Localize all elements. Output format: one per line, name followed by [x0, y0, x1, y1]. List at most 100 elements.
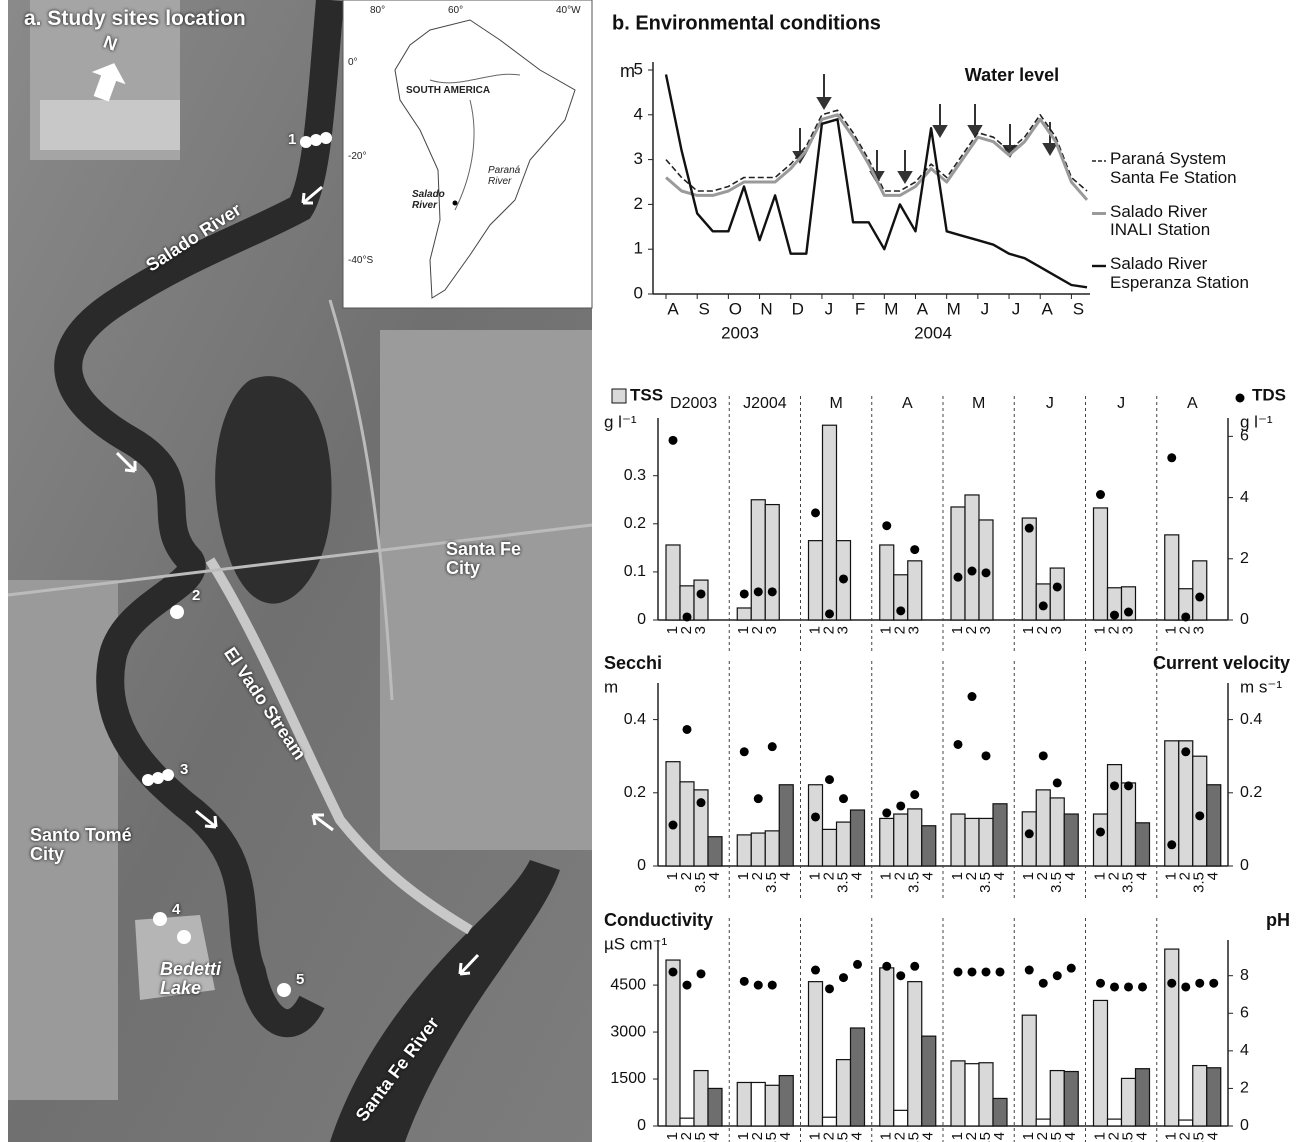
- bar: [1049, 567, 1065, 621]
- bar: [1120, 586, 1137, 621]
- x-tick-label: 4: [1133, 872, 1150, 880]
- road: [7, 523, 593, 597]
- inset-frame: [342, 0, 593, 309]
- dot: [739, 976, 749, 986]
- x-tick-label: J: [825, 299, 834, 318]
- x-tick-label: 2: [963, 872, 980, 880]
- bar: [665, 761, 681, 867]
- x-tick-label: 1: [1163, 626, 1180, 634]
- dot: [668, 967, 678, 977]
- bar: [764, 503, 780, 621]
- bar: [1092, 507, 1109, 621]
- x-tick-label: S: [1073, 299, 1084, 318]
- inset-tick: -20°: [348, 151, 367, 162]
- x-tick-label: 2: [1177, 872, 1194, 880]
- x-tick-label: 3.5: [1191, 1132, 1208, 1142]
- dot: [1167, 453, 1177, 463]
- lake-label: Bedetti Lake: [160, 959, 222, 998]
- dot: [811, 508, 820, 518]
- bar: [707, 1087, 723, 1127]
- dot: [1195, 592, 1205, 602]
- x-tick-label: 3: [977, 626, 994, 634]
- y-tick-label: 5: [634, 59, 643, 78]
- map: [7, 0, 593, 1142]
- bar: [879, 544, 895, 621]
- x-tick-label: 2: [749, 872, 766, 880]
- bar: [950, 813, 966, 867]
- x-tick-label: 1: [664, 1132, 681, 1140]
- dot: [668, 435, 678, 445]
- dot: [953, 572, 963, 582]
- bar: [707, 836, 723, 867]
- bar: [893, 813, 909, 867]
- bar: [879, 817, 895, 867]
- bar: [1178, 1119, 1194, 1127]
- dot: [682, 612, 692, 622]
- city-label: Santo Tomé City: [30, 825, 132, 864]
- dot: [1038, 751, 1048, 761]
- x-tick-label: D: [792, 299, 804, 318]
- bar: [750, 832, 766, 867]
- dot: [753, 587, 763, 597]
- x-tick-label: M: [884, 299, 898, 318]
- city-label: Santa Fe City: [446, 539, 522, 578]
- y2-tick-label: 6: [1240, 1004, 1249, 1021]
- group-label: M: [972, 395, 985, 412]
- x-tick-label: A: [667, 299, 679, 318]
- x-tick-label: 3: [906, 626, 923, 634]
- y2-axis-label: m s⁻¹: [1240, 677, 1282, 696]
- x-tick-label: 2: [963, 1132, 980, 1140]
- dot: [1124, 781, 1133, 791]
- x-tick-label: 1: [1091, 626, 1108, 634]
- site-label: 5: [296, 971, 305, 988]
- dot: [1181, 612, 1191, 622]
- bar: [1134, 1068, 1151, 1127]
- bar: [849, 809, 866, 867]
- x-tick-label: 3: [834, 626, 851, 634]
- y-tick-label: 0: [637, 857, 646, 874]
- dot: [1138, 982, 1147, 992]
- x-tick-label: 2: [1105, 1132, 1122, 1140]
- bar: [835, 821, 852, 867]
- x-tick-label: M: [947, 299, 961, 318]
- bar: [1164, 948, 1180, 1127]
- dot: [953, 739, 963, 749]
- bar: [978, 1062, 994, 1127]
- x-tick-label: 1: [735, 626, 752, 634]
- x-tick-label: 3.5: [1048, 1132, 1065, 1142]
- x-tick-label: 2: [892, 1132, 909, 1140]
- x-tick-label: 3.5: [763, 1132, 780, 1142]
- map-title: a. Study sites location: [24, 7, 246, 30]
- inset-tick: 80°: [370, 5, 386, 16]
- y-tick-label: 0.2: [624, 784, 646, 801]
- inset-tick: 40°W: [556, 5, 581, 16]
- x-tick-label: J: [1012, 299, 1021, 318]
- bar: [679, 781, 695, 867]
- x-tick-label: J: [981, 299, 990, 318]
- dot: [1124, 607, 1133, 617]
- inset-tick: -40°S: [348, 255, 374, 266]
- y2-tick-label: 2: [1240, 1080, 1249, 1097]
- x-tick-label: 1: [735, 872, 752, 880]
- x-tick-label: 1: [806, 626, 823, 634]
- north-arrow: [91, 63, 126, 102]
- river: [330, 860, 560, 1142]
- bar: [1106, 764, 1123, 867]
- group-label: J: [1046, 395, 1054, 412]
- dot: [995, 967, 1005, 977]
- group-label: D2003: [670, 395, 717, 412]
- bar: [679, 585, 695, 621]
- x-tick-label: 3.5: [1119, 872, 1136, 893]
- x-tick-label: 1: [664, 626, 681, 634]
- legend-label: Salado River Esperanza Station: [1110, 254, 1249, 292]
- y-tick-label: 0.2: [624, 515, 646, 532]
- bar: [978, 519, 994, 621]
- y-axis-label: m: [620, 61, 635, 81]
- x-tick-label: 1: [949, 1132, 966, 1140]
- dark-wetland: [215, 376, 332, 604]
- x-tick-label: 1: [1020, 626, 1037, 634]
- legend-swatch: [1235, 393, 1245, 403]
- bar: [1192, 560, 1208, 621]
- bar: [1092, 999, 1109, 1127]
